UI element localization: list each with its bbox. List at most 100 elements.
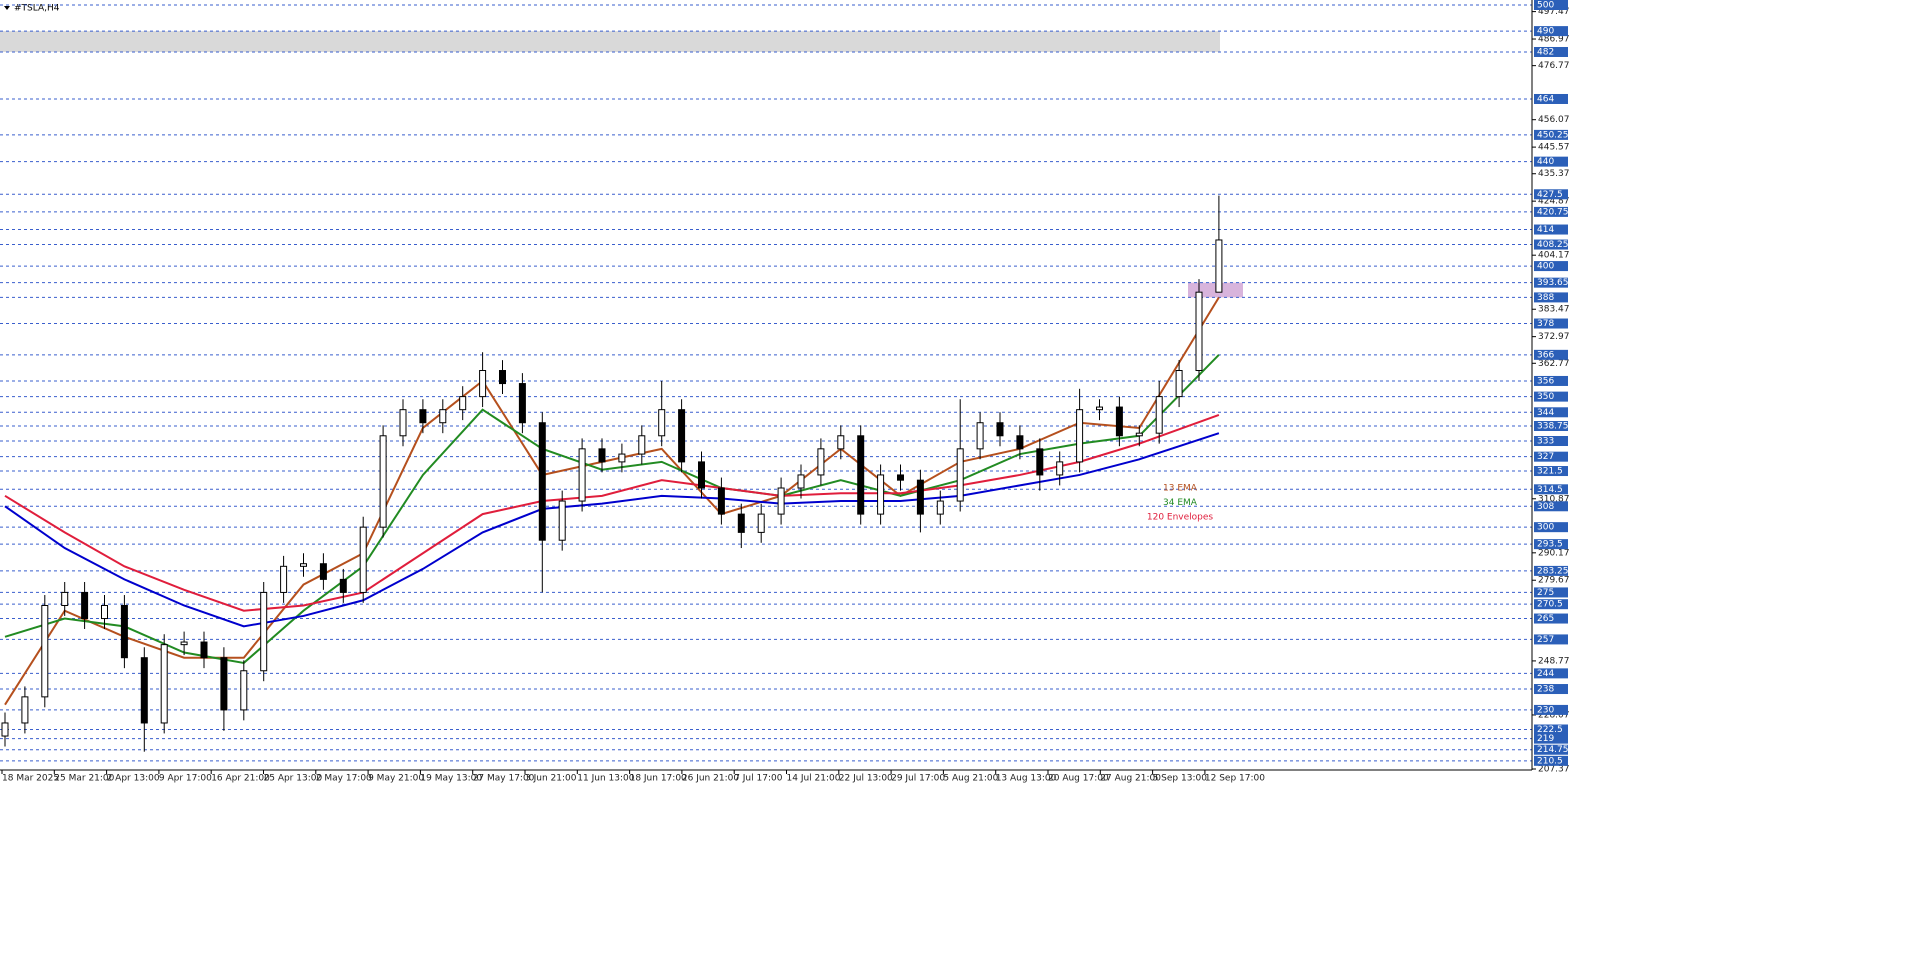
y-tick-label: 486.97	[1538, 35, 1570, 45]
level-label: 500	[1537, 1, 1554, 11]
candle-body	[81, 591, 89, 620]
candle-body	[658, 409, 666, 437]
candle-body	[936, 500, 944, 515]
level-label: 490	[1537, 27, 1554, 37]
level-label: 356	[1537, 376, 1554, 386]
candle-body	[538, 422, 546, 541]
x-tick-label: 5 Aug 21:00	[943, 774, 998, 784]
level-label: 308	[1537, 502, 1554, 512]
candle-body	[1135, 432, 1143, 437]
level-label: 300	[1537, 523, 1554, 533]
menu-arrow[interactable]	[4, 6, 10, 10]
candle-body	[339, 578, 347, 593]
level-label: 450.25	[1537, 130, 1569, 140]
level-label: 366	[1537, 350, 1554, 360]
level-label-bg	[1534, 522, 1568, 533]
level-label-bg	[1534, 501, 1568, 512]
candle-body	[1056, 461, 1064, 476]
x-tick-label: 19 May 13:00	[420, 774, 482, 784]
candle-body	[61, 591, 69, 606]
level-label-bg	[1534, 744, 1568, 755]
level-label: 333	[1537, 437, 1554, 447]
level-label: 275	[1537, 588, 1554, 598]
candle-body	[757, 513, 765, 533]
x-tick-label: 9 Apr 17:00	[159, 774, 212, 784]
candle-body	[240, 670, 248, 711]
x-tick-label: 16 Apr 21:00	[211, 774, 270, 784]
level-label: 219	[1537, 734, 1554, 744]
level-label-bg	[1534, 599, 1568, 610]
level-label: 393.65	[1537, 278, 1569, 288]
candle-body	[618, 453, 626, 463]
chart-title: #TSLA,H4	[14, 4, 60, 14]
level-label: 321.5	[1537, 467, 1563, 477]
level-label-bg	[1534, 634, 1568, 645]
level-label: 344	[1537, 408, 1554, 418]
x-tick-label: 25 Apr 13:00	[264, 774, 323, 784]
y-tick-label: 404.17	[1538, 251, 1570, 261]
candle-body	[598, 448, 606, 463]
y-tick-label: 445.57	[1538, 143, 1570, 153]
candle-body	[558, 500, 566, 541]
candle-body	[160, 644, 168, 724]
candle-body	[439, 409, 447, 424]
level-label: 414	[1537, 225, 1554, 235]
level-label-bg	[1534, 318, 1568, 329]
level-label-bg	[1534, 224, 1568, 235]
y-tick-label: 497.47	[1538, 7, 1570, 17]
level-label-bg	[1534, 292, 1568, 303]
level-label-bg	[1534, 755, 1568, 766]
candle-body	[180, 641, 188, 646]
candle-body	[777, 487, 785, 515]
candle-body	[1155, 396, 1163, 434]
x-tick-label: 7 Jul 17:00	[734, 774, 783, 784]
level-label-bg	[1534, 420, 1568, 431]
x-tick-label: 27 May 17:00	[473, 774, 535, 784]
level-label-bg	[1534, 407, 1568, 418]
candle-body	[359, 526, 367, 593]
level-label-bg	[1534, 46, 1568, 57]
y-tick-label: 248.77	[1538, 656, 1570, 666]
y-tick-label: 310.87	[1538, 494, 1570, 504]
level-label: 427.5	[1537, 190, 1563, 200]
level-label: 293.5	[1537, 540, 1563, 550]
candle-body	[1036, 448, 1044, 476]
y-tick-label: 435.37	[1538, 169, 1570, 179]
candle-body	[1016, 435, 1024, 450]
candle-body	[1, 722, 9, 737]
indicator-line	[4, 432, 1220, 628]
x-tick-label: 26 Jun 21:00	[682, 774, 739, 784]
level-label-bg	[1534, 261, 1568, 272]
indicator-line	[4, 354, 1220, 664]
candle-body	[518, 383, 526, 424]
level-label-bg	[1534, 375, 1568, 386]
level-label-bg	[1534, 613, 1568, 624]
candle-body	[1115, 406, 1123, 437]
candle-body	[1195, 291, 1203, 372]
candle-body	[1076, 409, 1084, 463]
y-tick-label: 476.77	[1538, 61, 1570, 71]
level-label: 314.5	[1537, 485, 1563, 495]
level-label: 230	[1537, 705, 1554, 715]
level-label-bg	[1534, 277, 1568, 288]
y-tick-label: 456.07	[1538, 115, 1570, 125]
candle-body	[499, 370, 506, 385]
level-label-bg	[1534, 349, 1568, 360]
level-label: 270.5	[1537, 600, 1563, 610]
level-label-bg	[1534, 129, 1568, 140]
level-label-bg	[1534, 733, 1568, 744]
x-tick-label: 27 Aug 21:00	[1100, 774, 1161, 784]
level-label-bg	[1534, 684, 1568, 695]
candle-body	[379, 435, 387, 528]
y-tick-label: 279.67	[1538, 576, 1570, 586]
level-label-bg	[1534, 724, 1568, 735]
candle-body	[280, 565, 288, 593]
level-label: 440	[1537, 157, 1554, 167]
candle-body	[1215, 239, 1223, 293]
legend-entry: 13 EMA	[1163, 484, 1198, 494]
candle-body	[817, 448, 825, 476]
candle-body	[638, 435, 646, 455]
y-tick-label: 424.87	[1538, 197, 1570, 207]
level-label-bg	[1534, 189, 1568, 200]
candle-body	[220, 657, 228, 711]
